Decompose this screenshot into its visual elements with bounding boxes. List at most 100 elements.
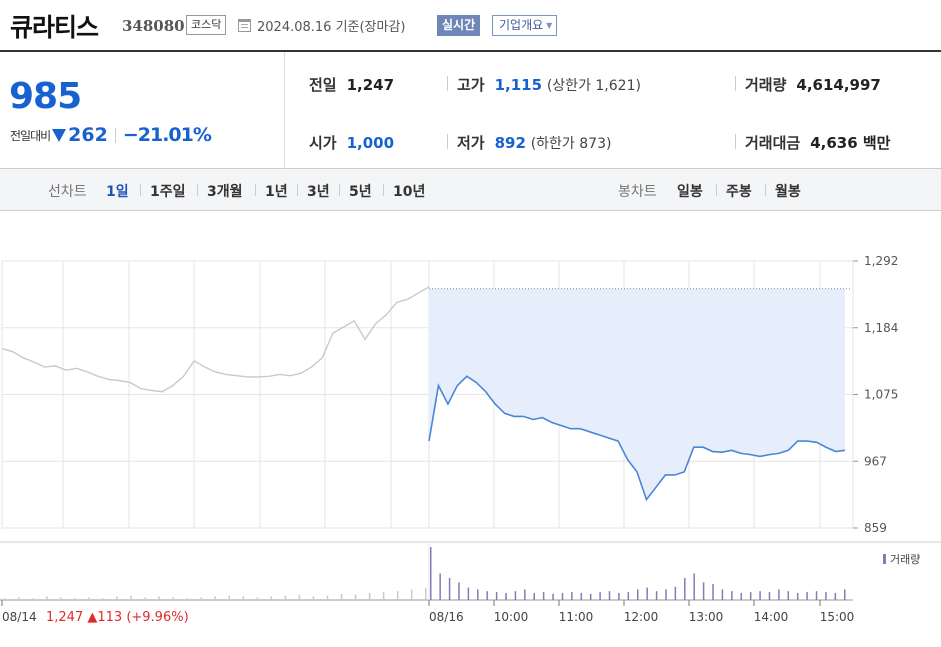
- volume-bar-today: [740, 592, 742, 600]
- volume-value: 4,614,997: [796, 76, 881, 94]
- volume-bar-today: [561, 592, 564, 600]
- open-label: 시가: [309, 134, 337, 152]
- company-info-dropdown[interactable]: 기업개요 ▼: [492, 15, 558, 36]
- volume-bar-today: [552, 593, 554, 600]
- open-value: 1,000: [346, 134, 395, 152]
- volume-bar-prev: [228, 595, 231, 600]
- volume-bar-today: [542, 592, 545, 600]
- tab-divider: [339, 184, 340, 196]
- stock-name: 큐라티스: [10, 13, 99, 42]
- x-tick-label: 08/14: [2, 610, 37, 624]
- volume-bar-today: [627, 592, 630, 600]
- volume-bar-prev: [116, 596, 118, 600]
- tab-divider: [255, 184, 256, 196]
- high-value: 1,115: [494, 76, 543, 94]
- volume-bar-today: [458, 582, 460, 600]
- caret-down-icon: ▼: [546, 21, 553, 30]
- low-value: 892: [494, 134, 526, 152]
- y-tick-label: 967: [864, 454, 887, 468]
- tab-weekly-candle[interactable]: 주봉: [726, 184, 752, 200]
- volume-bar-today: [646, 587, 648, 600]
- x-axis-ticks: 08/14 08/16 10:00 11:00 12:00 13:00 14:00 15:00: [1, 600, 855, 624]
- y-tick-label: 1,184: [864, 321, 898, 335]
- tab-10y[interactable]: 10년: [393, 184, 426, 200]
- volume-bar-today: [768, 592, 771, 600]
- realtime-button[interactable]: 실시간: [437, 15, 481, 36]
- down-arrow-icon: [52, 128, 67, 142]
- volume-bar-today: [796, 592, 799, 600]
- volume-bar-prev: [340, 593, 343, 600]
- volume-bar-today: [749, 592, 752, 600]
- volume-bar-today: [693, 573, 695, 600]
- volume-bar-prev: [425, 587, 427, 600]
- lower-limit: (하한가 873): [530, 136, 612, 152]
- tab-1w[interactable]: 1주일: [150, 184, 186, 200]
- base-date: 2024.08.16 기준(장마감): [257, 20, 406, 35]
- volume-bar-today: [589, 593, 592, 600]
- change-label: 전일대비: [10, 128, 51, 143]
- tab-5y[interactable]: 5년: [349, 184, 372, 200]
- volume-bar-prev: [172, 597, 174, 600]
- company-info-label: 기업개요: [499, 18, 544, 32]
- stat-prev-close: 전일 1,247: [309, 74, 394, 95]
- volume-bar-today: [505, 592, 507, 600]
- volume-bar-today: [467, 587, 470, 600]
- stat-divider: [447, 134, 448, 149]
- price-box: 985 전일대비 262 −21.01%: [0, 52, 285, 169]
- x-tick-label: 11:00: [559, 610, 594, 624]
- tab-3m[interactable]: 3개월: [207, 184, 243, 200]
- y-tick-label: 859: [864, 521, 887, 535]
- volume-bar-prev: [4, 598, 6, 600]
- tab-daily-candle[interactable]: 일봉: [677, 184, 703, 200]
- volume-bar-today: [580, 592, 583, 600]
- volume-bar-prev: [32, 598, 34, 600]
- x-tick-label: 15:00: [820, 610, 855, 624]
- change-row: 전일대비 262 −21.01%: [10, 124, 212, 146]
- stat-volume: 거래량 4,614,997: [745, 74, 881, 95]
- volume-bar-today: [731, 591, 733, 600]
- volume-bar-today: [571, 592, 573, 600]
- tab-1d[interactable]: 1일: [106, 184, 129, 200]
- volume-bar-prev: [186, 598, 188, 600]
- tab-divider: [765, 184, 766, 196]
- volume-bar-today: [439, 573, 441, 600]
- tab-monthly-candle[interactable]: 월봉: [775, 184, 801, 200]
- tab-divider: [716, 184, 717, 196]
- volume-bar-today: [608, 591, 611, 600]
- tab-divider: [140, 184, 141, 196]
- current-price: 985: [9, 76, 82, 117]
- stat-divider: [735, 134, 736, 149]
- volume-legend-swatch: [883, 554, 886, 564]
- volume-bar-prev: [200, 597, 202, 600]
- stat-low: 저가 892 (하한가 873): [457, 132, 611, 153]
- intraday-price-chart[interactable]: 1,292 1,184 1,075 967 859 08/14 08/16 10:00 11:…: [0, 211, 941, 647]
- volume-bar-today: [495, 592, 498, 600]
- volume-bar-prev: [410, 589, 413, 600]
- volume-bar-today: [477, 589, 479, 600]
- prev-close-summary: 1,247 ▲113 (+9.96%): [46, 610, 189, 625]
- tab-1y[interactable]: 1년: [265, 184, 288, 200]
- volume-bar-today: [448, 577, 451, 600]
- low-label: 저가: [457, 134, 485, 152]
- tab-3y[interactable]: 3년: [307, 184, 330, 200]
- volume-bar-today: [618, 592, 620, 600]
- volume-bar-prev: [74, 598, 76, 600]
- volume-bar-prev: [326, 595, 329, 600]
- volume-bar-prev: [102, 598, 104, 600]
- stock-header: 큐라티스 348080 코스닥 2024.08.16 기준(장마감) 실시간 기…: [0, 0, 941, 50]
- volume-bar-today: [524, 589, 526, 600]
- volume-bar-today: [815, 591, 818, 600]
- volume-bar-today: [637, 589, 639, 600]
- today-volume-bars: [430, 547, 846, 600]
- volume-bar-today: [599, 592, 601, 600]
- volume-bar-prev: [312, 596, 315, 600]
- volume-bar-prev: [158, 596, 160, 600]
- x-tick-label: 14:00: [754, 610, 789, 624]
- stat-open: 시가 1,000: [309, 132, 394, 153]
- volume-bar-prev: [144, 597, 146, 600]
- prev-day-volume-bars: [4, 587, 427, 600]
- volume-bar-today: [684, 577, 686, 600]
- volume-bar-today: [486, 591, 488, 600]
- prev-summary-change: ▲113: [87, 610, 122, 625]
- volume-bar-today: [721, 589, 724, 600]
